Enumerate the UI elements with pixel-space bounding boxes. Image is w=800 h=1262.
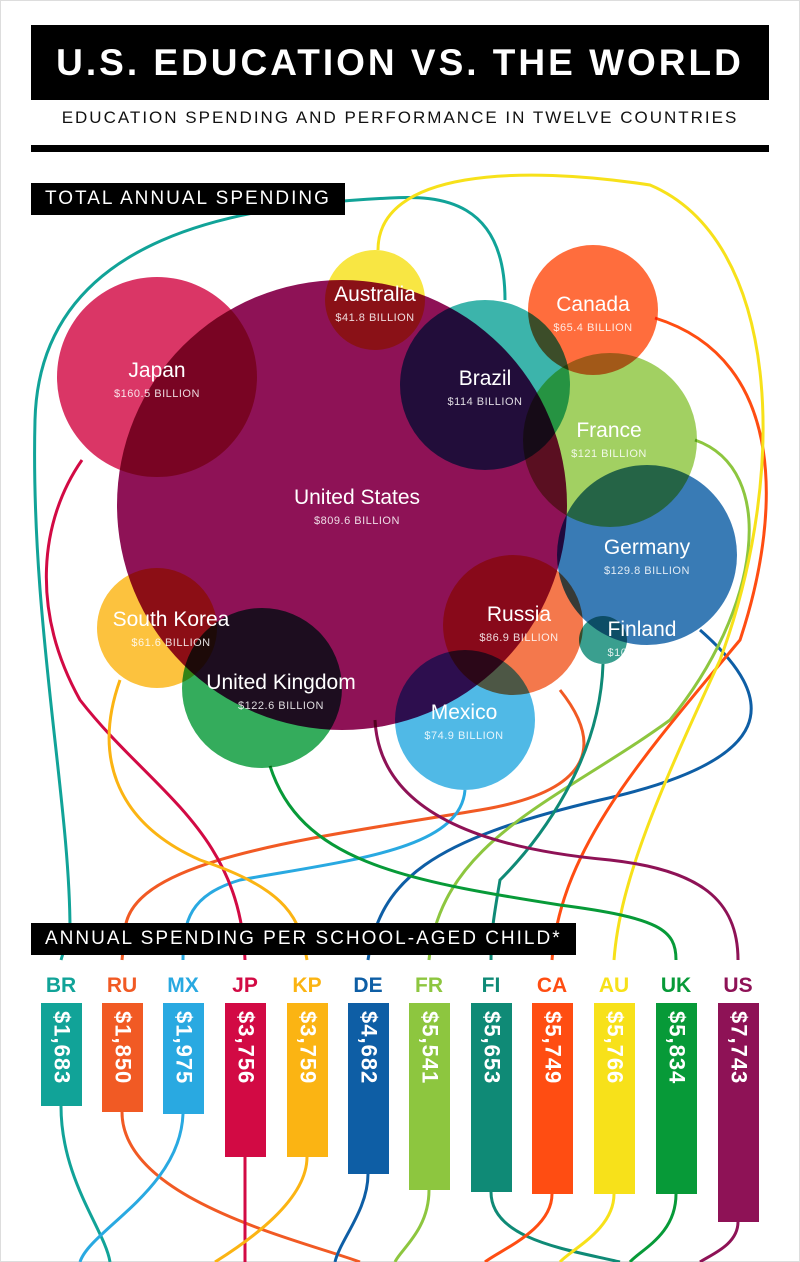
bubble-value-label: $86.9 BILLION [479, 632, 558, 644]
title-banner: U.S. EDUCATION VS. THE WORLD [31, 25, 769, 100]
country-code-ca: CA [536, 974, 568, 997]
bar-value-label: $3,759 [295, 1011, 321, 1085]
bar-value-label: $4,682 [356, 1011, 382, 1085]
connector-ru-tail [120, 1111, 361, 1262]
bubble-value-label: $809.6 BILLION [314, 515, 400, 527]
bubble-country-label: Australia [334, 283, 416, 306]
bubble-value-label: $121 BILLION [571, 448, 647, 460]
country-code-mx: MX [167, 974, 199, 997]
bar-value-label: $3,756 [233, 1011, 259, 1085]
bubble-value-label: $129.8 BILLION [604, 565, 690, 577]
bar-value-label: $1,683 [49, 1011, 75, 1085]
bubble-united-kingdom [182, 608, 342, 768]
bar-uk: $5,834 [656, 1003, 697, 1194]
bubbles [57, 245, 737, 790]
bubble-japan [57, 277, 257, 477]
bar-value-label: $1,975 [171, 1011, 197, 1085]
country-code-br: BR [45, 974, 77, 997]
bar-br: $1,683 [41, 1003, 82, 1106]
connector-uk-tail [628, 1193, 678, 1262]
bar-jp: $3,756 [225, 1003, 266, 1157]
connector-de-tail [333, 1173, 370, 1262]
connector-uk [268, 765, 678, 961]
connector-br [33, 195, 507, 961]
bubble-australia [325, 250, 425, 350]
country-code-kp: KP [292, 974, 322, 997]
connector-fr [427, 438, 751, 961]
bubble-country-label: France [576, 419, 641, 442]
bar-mx: $1,975 [163, 1003, 204, 1114]
page-subtitle: EDUCATION SPENDING AND PERFORMANCE IN TW… [61, 108, 739, 127]
bubble-country-label: Mexico [431, 701, 498, 724]
bubble-south-korea [97, 568, 217, 688]
country-code-us: US [723, 974, 753, 997]
page-title: U.S. EDUCATION VS. THE WORLD [56, 41, 744, 83]
bubble-country-label: United States [294, 486, 420, 509]
connector-lines [33, 173, 768, 1262]
bubble-value-label: $10 BILLION [607, 647, 676, 659]
connector-fi-tail [489, 1191, 621, 1262]
connector-au-tail [558, 1193, 616, 1262]
country-code-de: DE [353, 974, 383, 997]
bubble-country-label: Japan [128, 359, 185, 382]
country-code-uk: UK [660, 974, 692, 997]
bubble-mexico [395, 650, 535, 790]
bubble-country-label: Canada [556, 293, 630, 316]
country-code-fi: FI [481, 974, 501, 997]
bubble-canada [528, 245, 658, 375]
section-label-per-child-spending: ANNUAL SPENDING PER SCHOOL-AGED CHILD* [31, 923, 576, 955]
bar-fi: $5,653 [471, 1003, 512, 1192]
connector-kp [107, 679, 309, 961]
country-code-ru: RU [106, 974, 138, 997]
bar-ca: $5,749 [532, 1003, 573, 1194]
bar-kp: $3,759 [287, 1003, 328, 1157]
country-code-au: AU [598, 974, 630, 997]
bubble-value-label: $74.9 BILLION [424, 730, 503, 742]
bubble-value-label: $65.4 BILLION [553, 322, 632, 334]
bubble-country-label: United Kingdom [206, 671, 355, 694]
connector-jp [44, 459, 247, 961]
bubble-country-label: Russia [487, 603, 552, 626]
bar-fr: $5,541 [409, 1003, 450, 1190]
bar-de: $4,682 [348, 1003, 389, 1174]
connector-us [373, 719, 740, 961]
connector-us-tail [699, 1221, 740, 1262]
connector-ca-tail [484, 1193, 554, 1262]
header-divider [31, 145, 769, 152]
bar-au: $5,766 [594, 1003, 635, 1194]
bubble-value-label: $122.6 BILLION [238, 700, 324, 712]
section-label-total-spending: TOTAL ANNUAL SPENDING [31, 183, 345, 215]
bubble-country-label: Brazil [459, 367, 512, 390]
bubble-finland [579, 616, 627, 664]
bar-value-label: $1,850 [110, 1011, 136, 1085]
country-code-fr: FR [415, 974, 443, 997]
bar-value-label: $5,541 [417, 1011, 443, 1085]
connector-ru [120, 689, 586, 961]
bubble-germany [557, 465, 737, 645]
connector-fr-tail [393, 1189, 431, 1262]
connector-de [366, 628, 753, 961]
bar-value-label: $5,834 [664, 1011, 690, 1085]
bubble-country-label: South Korea [113, 608, 230, 631]
bar-value-label: $5,749 [540, 1011, 566, 1085]
bubble-value-label: $114 BILLION [448, 396, 523, 408]
bar-value-label: $7,743 [726, 1011, 752, 1085]
bubble-value-label: $61.6 BILLION [131, 637, 210, 649]
bar-us: $7,743 [718, 1003, 759, 1222]
connector-mx [181, 789, 467, 961]
bubble-value-label: $160.5 BILLION [114, 388, 200, 400]
bar-value-label: $5,653 [479, 1011, 505, 1085]
connector-mx-tail [78, 1113, 185, 1262]
country-code-jp: JP [232, 974, 258, 997]
bubble-value-label: $41.8 BILLION [335, 312, 414, 324]
bubble-country-label: Germany [604, 536, 691, 559]
connector-kp-tail [214, 1156, 309, 1262]
bar-value-label: $5,766 [602, 1011, 628, 1085]
connector-au [376, 173, 765, 961]
connector-br-tail [59, 1105, 112, 1262]
bar-ru: $1,850 [102, 1003, 143, 1112]
bubble-country-label: Finland [608, 618, 677, 641]
